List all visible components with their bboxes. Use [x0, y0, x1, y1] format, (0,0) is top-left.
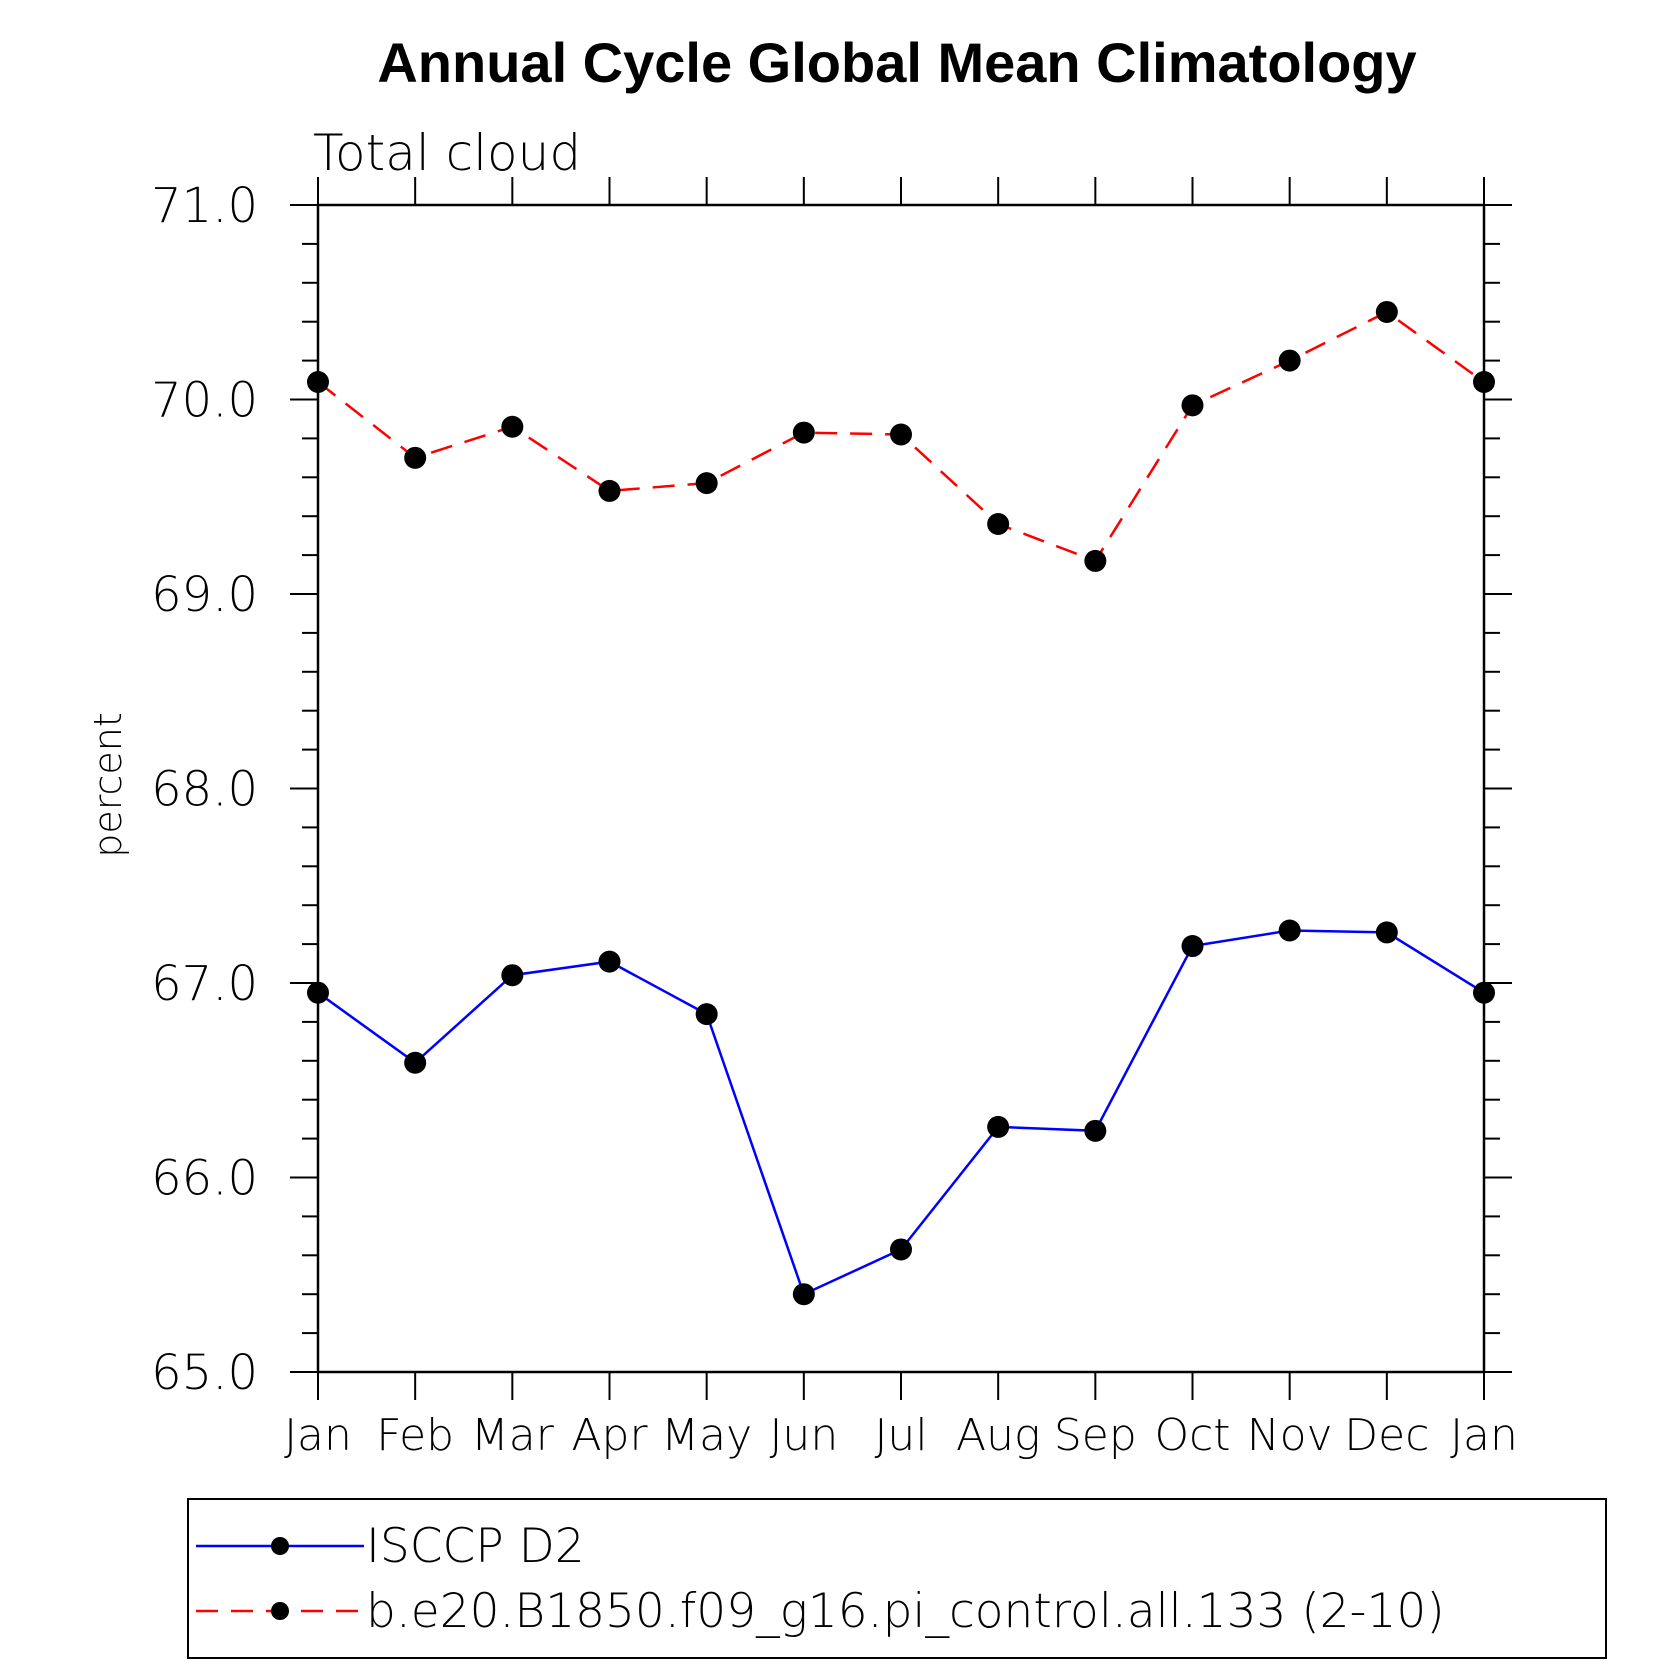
legend-marker-isccp [271, 1537, 289, 1555]
plot-frame [316, 203, 1486, 1374]
y-tick-label: 68.0 [151, 762, 258, 818]
y-axis-label: percent [86, 712, 130, 858]
data-point-s1-3 [598, 479, 621, 502]
x-tick-label: Jan [1450, 1410, 1518, 1461]
data-point-s0-11 [1375, 921, 1398, 944]
data-point-s0-0 [307, 981, 329, 1004]
legend-box [187, 1498, 1607, 1659]
data-point-s0-10 [1278, 919, 1301, 942]
x-tick-label: Oct [1154, 1410, 1230, 1461]
x-tick-label: Nov [1247, 1410, 1333, 1461]
x-tick-label: Jan [284, 1410, 352, 1461]
y-tick-label: 67.0 [151, 956, 258, 1012]
data-point-s0-7 [987, 1115, 1010, 1138]
x-tick-label: Aug [956, 1410, 1040, 1461]
data-point-s1-5 [792, 421, 815, 444]
y-tick-label: 71.0 [151, 178, 258, 234]
data-point-s1-9 [1181, 394, 1204, 417]
x-tick-label: Apr [571, 1410, 648, 1461]
legend-marker-model [271, 1602, 289, 1620]
y-axis: 65.0 66.0 67.0 68.0 69.0 70.0 71.0 [151, 178, 1512, 1401]
data-point-s0-6 [890, 1238, 912, 1261]
data-point-s1-1 [404, 446, 427, 469]
y-tick-label: 69.0 [151, 567, 258, 623]
legend: ISCCP D2 b.e20.B1850.f09_g16.pi_control.… [187, 1498, 1607, 1659]
x-axis: Jan Feb Mar Apr May Jun Jul Aug Sep Oct Nov Dec Jan [284, 177, 1518, 1461]
chart-title: Annual Cycle Global Mean Climatology [377, 31, 1416, 94]
data-point-s0-4 [695, 1003, 718, 1026]
x-tick-label: Dec [1344, 1410, 1429, 1461]
x-tick-label: Sep [1054, 1410, 1137, 1461]
plot-series [307, 300, 1495, 1306]
data-point-s1-4 [695, 472, 718, 495]
y-tick-label: 65.0 [151, 1345, 258, 1401]
x-tick-label: Mar [471, 1410, 555, 1461]
y-tick-label: 70.0 [151, 373, 258, 429]
chart-subtitle: Total cloud [313, 124, 581, 182]
data-point-s0-5 [792, 1283, 815, 1306]
plot-border [316, 203, 1486, 1374]
data-point-s0-12 [1473, 981, 1495, 1004]
data-point-s1-10 [1278, 349, 1301, 372]
data-point-s1-8 [1084, 549, 1107, 572]
x-tick-label: Feb [376, 1410, 454, 1461]
data-point-s1-11 [1375, 300, 1398, 323]
data-point-s1-12 [1473, 370, 1495, 393]
data-point-s0-2 [501, 964, 524, 987]
data-point-s1-2 [501, 415, 524, 438]
data-point-s0-8 [1084, 1119, 1107, 1142]
data-point-s0-9 [1181, 935, 1204, 958]
y-tick-label: 66.0 [151, 1151, 258, 1207]
x-tick-label: Jun [769, 1410, 838, 1461]
data-point-s0-3 [598, 950, 621, 973]
data-point-s1-0 [307, 370, 329, 393]
data-point-s0-1 [404, 1051, 427, 1074]
x-tick-label: Jul [874, 1410, 927, 1461]
data-point-s1-7 [987, 512, 1010, 535]
data-point-s1-6 [890, 423, 912, 446]
legend-label-model: b.e20.B1850.f09_g16.pi_control.all.133 (… [366, 1584, 1445, 1639]
legend-label-isccp: ISCCP D2 [366, 1519, 585, 1574]
x-tick-label: May [661, 1410, 752, 1461]
